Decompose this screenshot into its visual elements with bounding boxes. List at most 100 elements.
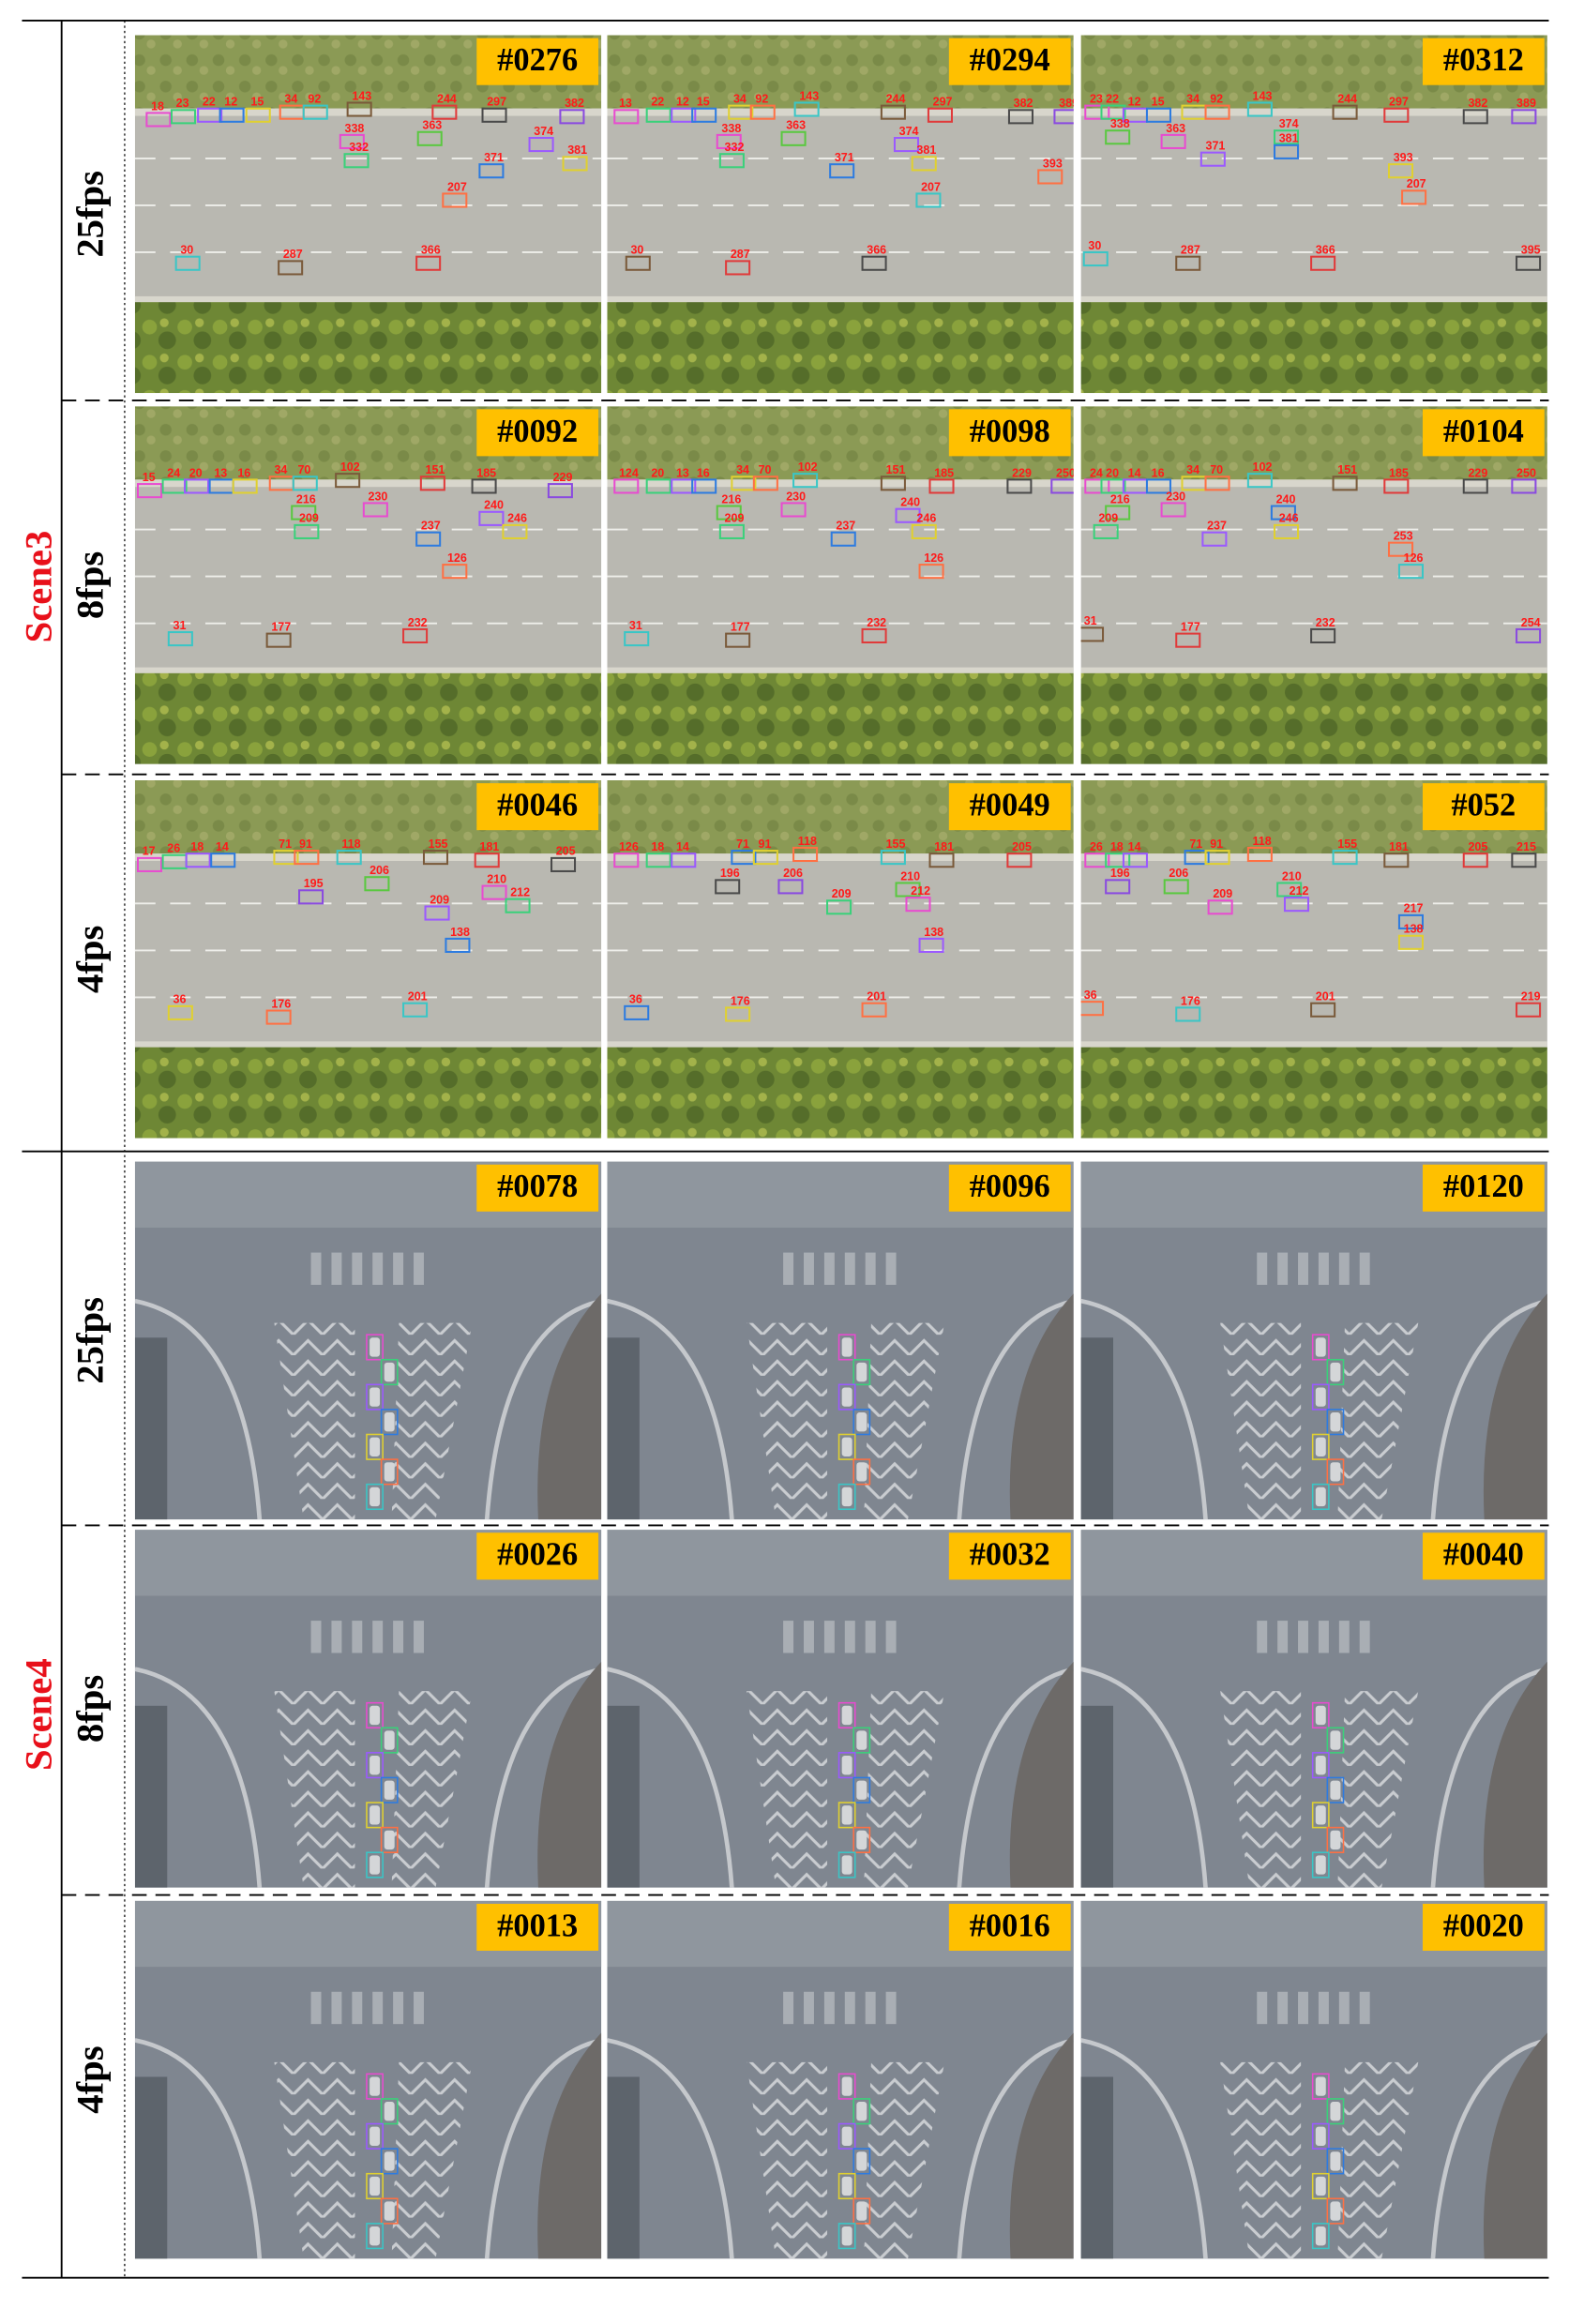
frame-label: #0104 [1443,414,1524,449]
track-id: 209 [1213,887,1232,900]
crosswalk-stripe [823,1991,835,2025]
track-box [613,478,640,494]
track-box [915,192,942,208]
track-box [343,153,370,169]
curb-left [1080,1298,1208,1520]
frame-label: #0294 [970,42,1050,78]
car [856,2201,867,2221]
track-box [1100,478,1126,494]
chevron-left [1220,1322,1302,1520]
track-box [167,631,193,647]
sidewalk-right [1009,2032,1074,2259]
crosswalk-stripe [1338,1621,1350,1653]
track-box [895,882,921,898]
track-box [167,1004,193,1020]
track-box [1383,853,1410,868]
track-box [366,1701,384,1729]
track-id: 177 [1181,620,1200,633]
track-box [380,1727,399,1754]
track-box [335,473,361,489]
parking-left [607,1337,640,1520]
track-box [725,632,751,648]
track-box [837,1752,856,1779]
track-box [210,853,236,868]
frame-label-box [948,409,1071,457]
track-box [174,255,201,271]
track-box [184,478,210,494]
track-box [624,1004,650,1020]
curb [607,853,1074,862]
track-box [366,1433,384,1460]
track-id: 126 [447,551,467,565]
track-id: 181 [479,840,499,853]
track-box [1122,853,1148,868]
frame-label: #0013 [497,1908,578,1943]
car [370,1337,381,1357]
track-box [559,109,585,125]
track-box [232,478,258,494]
frame-label-box [1422,783,1545,831]
chevron-left [1220,1691,1302,1888]
car [370,2226,381,2246]
track-id: 332 [349,141,369,154]
track-box [478,163,505,179]
curb-right [957,1667,1074,1888]
track-id: 18 [1110,840,1124,853]
curb-left [134,2038,263,2259]
frame-label: #0078 [497,1169,578,1204]
crosswalk-stripe [783,1252,794,1285]
track-box [1084,104,1110,120]
crosswalk-stripe [331,1991,342,2025]
vegetation [134,1047,602,1139]
track-id: 15 [250,96,264,109]
car [841,2076,852,2096]
track-id: 176 [731,994,750,1007]
chevron-left [747,1322,828,1520]
track-id: 195 [304,877,324,890]
crosswalk-stripe [372,1991,384,2025]
track-box [716,133,742,149]
fps-label: 4fps [68,2045,111,2113]
track-id: 232 [867,616,886,629]
car [841,2126,852,2146]
chevron-right [391,2061,473,2259]
track-id: 155 [886,838,906,851]
panel: 15 24 20 13 16 34 70 102 151 185 229 216 230 209 240 23… [134,406,602,764]
track-box [1383,107,1410,123]
track-box [1311,1334,1330,1361]
track-id: 363 [1166,122,1185,135]
track-box [911,523,937,539]
track-box [1311,2223,1330,2250]
panel [1080,1530,1547,1888]
car [1315,1437,1326,1456]
car [370,1855,381,1875]
track-id: 176 [1181,994,1200,1007]
crosswalk-stripe [310,1621,322,1653]
track-id: 237 [421,520,441,533]
track-id: 20 [651,466,664,479]
car [1315,1855,1326,1875]
track-box [245,107,271,123]
track-box [366,2122,384,2150]
crosswalk-stripe [823,1621,835,1653]
track-box [837,1433,856,1460]
track-box [671,478,697,494]
track-box [752,475,778,491]
sidewalk-right [1009,1293,1074,1520]
track-id: 16 [697,466,710,479]
crosswalk-stripe [1318,1621,1329,1653]
track-id: 15 [697,96,710,109]
track-box [1397,934,1424,950]
track-box [278,260,304,276]
track-box [1084,853,1110,868]
track-id: 138 [450,926,470,939]
track-box [424,905,450,921]
track-box [502,523,528,539]
chevron-right [864,1691,945,1888]
track-box [880,850,906,866]
sidewalk-right [537,2032,602,2259]
track-box [1199,151,1226,167]
track-box [145,112,172,128]
crosswalk-stripe [372,1621,384,1653]
panel: 23 22 12 15 34 92 143 244 297 382 389 338 363 374 371 3… [1080,35,1547,394]
